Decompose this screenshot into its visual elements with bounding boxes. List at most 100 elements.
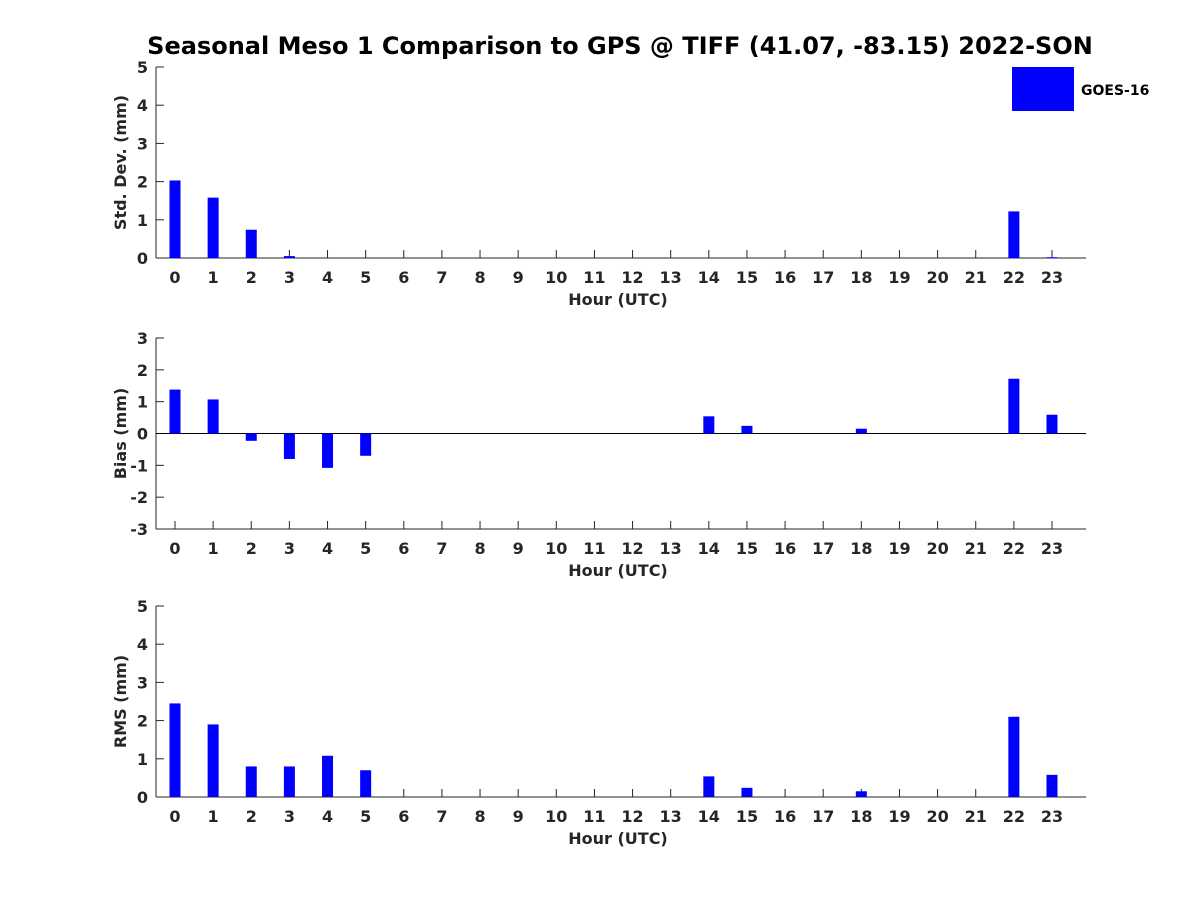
x-tick-label: 2 [246,539,257,558]
bar-hour-1 [207,399,219,434]
x-tick-label: 0 [169,807,180,826]
x-tick-label: 13 [660,268,682,287]
x-tick-label: 11 [583,539,605,558]
x-tick-label: 20 [926,807,948,826]
x-tick-label: 21 [965,807,987,826]
y-axis-label: Bias (mm) [111,388,130,480]
x-tick-label: 11 [583,268,605,287]
x-tick-label: 11 [583,807,605,826]
x-tick-label: 18 [850,539,872,558]
x-tick-label: 19 [888,268,910,287]
y-tick-label: 4 [137,96,148,115]
bar-hour-2 [245,766,257,797]
y-axis-label: RMS (mm) [111,655,130,748]
y-tick-label: 3 [137,673,148,692]
x-tick-label: 15 [736,539,758,558]
x-tick-label: 23 [1041,807,1063,826]
bar-hour-4 [322,433,334,468]
x-tick-label: 7 [436,539,447,558]
bar-hour-18 [855,428,867,434]
legend: GOES-16 [1012,67,1149,111]
x-tick-label: 21 [965,268,987,287]
x-tick-label: 17 [812,268,834,287]
y-tick-label: -2 [130,488,148,507]
y-tick-label: 1 [137,750,148,769]
x-tick-label: 0 [169,539,180,558]
x-tick-label: 20 [926,268,948,287]
y-tick-label: 2 [137,173,148,192]
x-tick-label: 22 [1003,539,1025,558]
x-tick-label: 15 [736,807,758,826]
x-tick-label: 21 [965,539,987,558]
x-tick-label: 16 [774,268,796,287]
bar-hour-1 [207,197,219,258]
bar-hour-23 [1046,414,1058,434]
y-tick-label: 1 [137,211,148,230]
x-tick-label: 18 [850,807,872,826]
x-tick-label: 19 [888,539,910,558]
legend-label: GOES-16 [1081,83,1149,99]
bar-hour-1 [207,724,219,797]
x-tick-label: 9 [513,539,524,558]
x-tick-label: 7 [436,268,447,287]
x-tick-label: 9 [513,268,524,287]
x-tick-label: 5 [360,268,371,287]
x-tick-label: 3 [284,268,295,287]
x-tick-label: 3 [284,807,295,826]
x-tick-label: 4 [322,268,333,287]
x-tick-label: 23 [1041,539,1063,558]
y-tick-label: 3 [137,134,148,153]
figure-title: Seasonal Meso 1 Comparison to GPS @ TIFF… [147,32,1093,60]
x-tick-label: 23 [1041,268,1063,287]
x-tick-label: 14 [698,807,720,826]
x-tick-label: 9 [513,807,524,826]
bar-hour-0 [169,389,181,434]
x-tick-label: 6 [398,268,409,287]
bar-hour-3 [283,256,295,258]
x-axis-label: Hour (UTC) [568,290,668,309]
y-tick-label: 1 [137,393,148,412]
y-tick-label: 4 [137,635,148,654]
y-tick-label: 3 [137,329,148,348]
x-axis-label: Hour (UTC) [568,829,668,848]
x-tick-label: 1 [208,268,219,287]
x-tick-label: 4 [322,539,333,558]
x-tick-label: 15 [736,268,758,287]
bar-hour-5 [360,770,372,797]
bar-hour-0 [169,180,181,258]
bar-hour-23 [1046,257,1058,259]
x-tick-label: 4 [322,807,333,826]
x-tick-label: 17 [812,539,834,558]
y-axis-label: Std. Dev. (mm) [111,95,130,230]
bar-hour-14 [703,416,715,434]
bar-hour-5 [360,433,372,456]
x-tick-label: 2 [246,807,257,826]
bar-hour-22 [1008,211,1020,258]
y-tick-label: 0 [137,249,148,268]
y-tick-label: 0 [137,788,148,807]
x-tick-label: 8 [474,807,485,826]
bar-hour-3 [283,433,295,459]
x-tick-label: 10 [545,268,567,287]
bar-hour-14 [703,776,715,797]
bar-hour-23 [1046,774,1058,797]
bar-hour-2 [245,229,257,258]
x-axis-label: Hour (UTC) [568,561,668,580]
x-tick-label: 17 [812,807,834,826]
x-tick-label: 16 [774,539,796,558]
x-tick-label: 16 [774,807,796,826]
x-tick-label: 22 [1003,268,1025,287]
x-tick-label: 6 [398,807,409,826]
x-tick-label: 1 [208,807,219,826]
x-tick-label: 5 [360,807,371,826]
x-tick-label: 12 [621,807,643,826]
x-tick-label: 18 [850,268,872,287]
bar-hour-15 [741,787,753,797]
x-tick-label: 7 [436,807,447,826]
bar-hour-22 [1008,378,1020,434]
x-tick-label: 12 [621,539,643,558]
